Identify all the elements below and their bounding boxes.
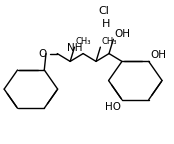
- Text: NH: NH: [67, 43, 82, 53]
- Text: OH: OH: [114, 29, 130, 39]
- Text: H: H: [102, 19, 110, 29]
- Text: HO: HO: [105, 102, 121, 112]
- Text: CH₃: CH₃: [101, 37, 117, 46]
- Text: OH: OH: [151, 50, 167, 60]
- Text: Cl: Cl: [98, 6, 109, 16]
- Text: O: O: [39, 49, 47, 59]
- Text: CH₃: CH₃: [75, 37, 91, 46]
